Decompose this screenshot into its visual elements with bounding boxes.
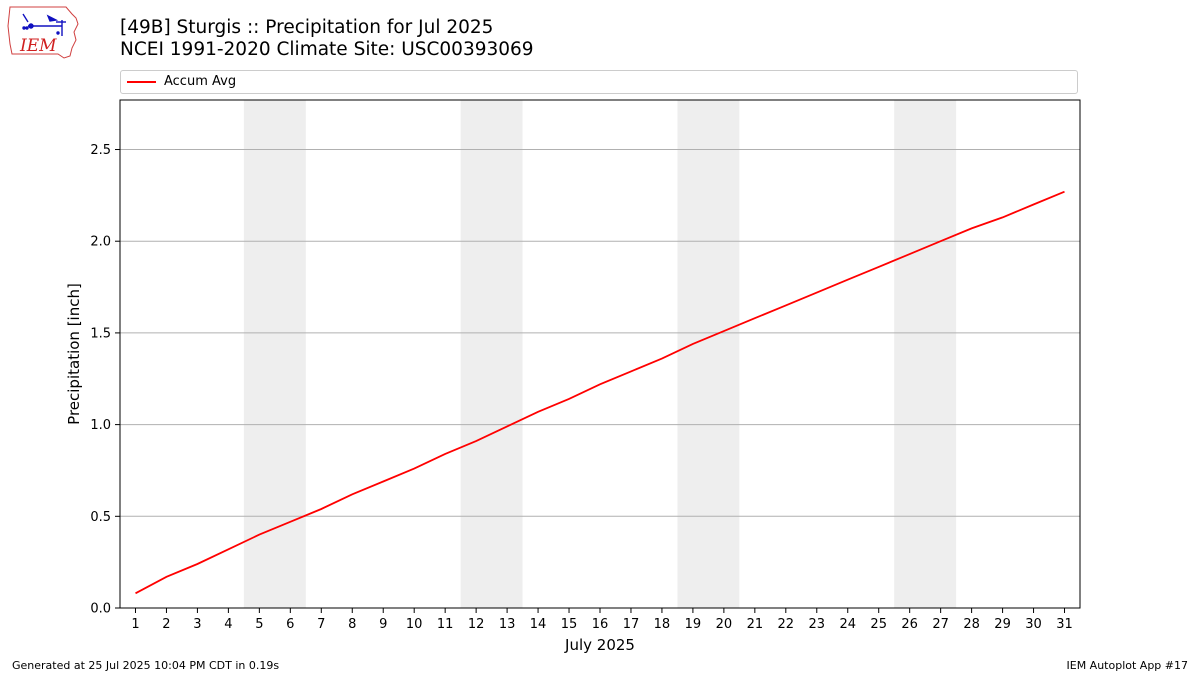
legend: Accum Avg [120, 70, 1078, 94]
x-tick-label: 9 [379, 617, 387, 632]
chart-title: [49B] Sturgis :: Precipitation for Jul 2… [120, 17, 494, 38]
x-tick-label: 14 [530, 617, 547, 632]
x-tick-label: 26 [901, 617, 918, 632]
x-tick-label: 23 [809, 617, 826, 632]
x-tick-label: 17 [623, 617, 640, 632]
y-tick-label: 2.0 [90, 235, 111, 250]
x-tick-label: 30 [1025, 617, 1042, 632]
x-tick-label: 6 [286, 617, 294, 632]
x-axis-label: July 2025 [564, 636, 635, 654]
weather-station-icon [22, 13, 66, 36]
x-tick-label: 25 [870, 617, 887, 632]
y-tick-label: 1.5 [90, 326, 111, 341]
y-axis-label: Precipitation [inch] [65, 283, 83, 425]
x-tick-label: 15 [561, 617, 578, 632]
x-tick-label: 19 [685, 617, 702, 632]
x-tick-label: 8 [348, 617, 356, 632]
weekend-band [894, 100, 957, 608]
iowa-outline-icon [7, 6, 79, 59]
x-tick-label: 22 [778, 617, 795, 632]
footer-app-text: IEM Autoplot App #17 [1066, 659, 1189, 672]
legend-swatch [127, 81, 156, 83]
series-line-accum-avg [135, 190, 1065, 595]
x-tick-label: 31 [1056, 617, 1073, 632]
x-tick-label: 28 [963, 617, 980, 632]
chart-subtitle: NCEI 1991-2020 Climate Site: USC00393069 [120, 39, 534, 60]
x-tick-label: 16 [592, 617, 609, 632]
weekend-band [460, 100, 523, 608]
x-tick-label: 2 [162, 617, 170, 632]
y-tick-label: 0.5 [90, 510, 111, 525]
logo-text: IEM [19, 36, 57, 56]
footer-generated-text: Generated at 25 Jul 2025 10:04 PM CDT in… [12, 659, 280, 672]
weekend-band [677, 100, 740, 608]
x-tick-label: 11 [437, 617, 454, 632]
x-tick-label: 12 [468, 617, 485, 632]
x-tick-label: 4 [224, 617, 232, 632]
x-tick-label: 29 [994, 617, 1011, 632]
legend-label: Accum Avg [164, 74, 237, 89]
y-tick-label: 0.0 [90, 602, 111, 617]
x-tick-label: 10 [406, 617, 423, 632]
x-tick-label: 18 [654, 617, 671, 632]
x-tick-label: 7 [317, 617, 325, 632]
x-tick-label: 1 [131, 617, 139, 632]
x-tick-label: 5 [255, 617, 263, 632]
x-tick-label: 21 [747, 617, 764, 632]
y-tick-label: 2.5 [90, 143, 111, 158]
x-tick-label: 20 [716, 617, 733, 632]
x-tick-label: 27 [932, 617, 949, 632]
iem-logo: IEM [7, 6, 79, 59]
x-tick-label: 3 [193, 617, 201, 632]
weekend-band [243, 100, 306, 608]
y-tick-label: 1.0 [90, 418, 111, 433]
x-tick-label: 24 [839, 617, 856, 632]
x-tick-label: 13 [499, 617, 516, 632]
